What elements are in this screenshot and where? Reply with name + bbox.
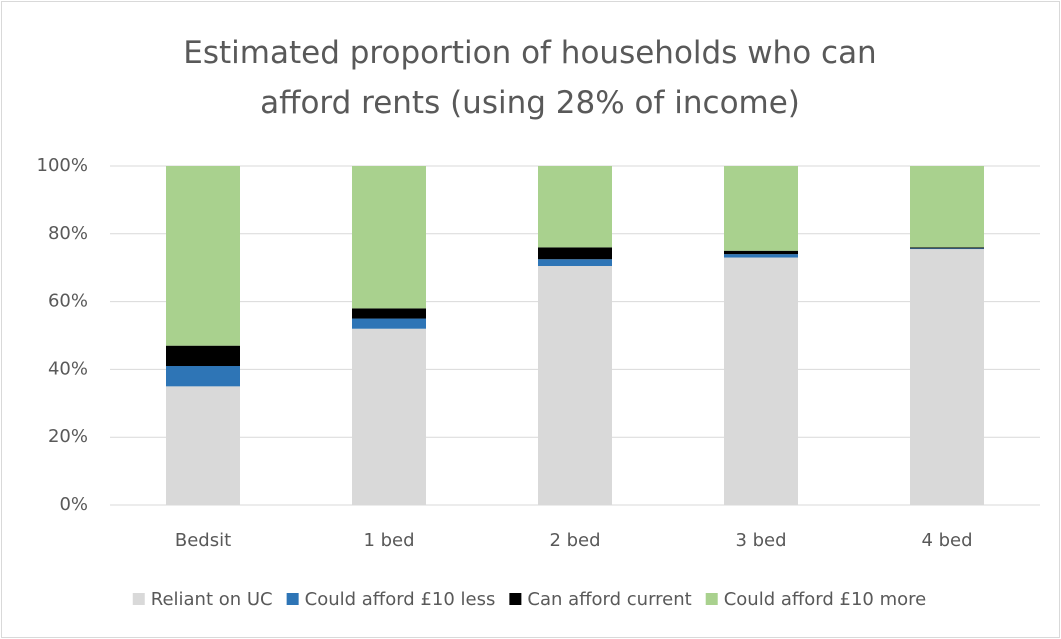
legend-swatch — [132, 593, 145, 605]
bar-segment — [724, 250, 798, 255]
y-tick-label: 100% — [37, 155, 88, 176]
bar-segment — [538, 259, 612, 267]
y-tick-label: 40% — [48, 358, 88, 379]
y-tick-label: 20% — [48, 426, 88, 447]
bar-segment — [352, 308, 426, 319]
bar-segment — [910, 249, 984, 505]
x-tick-label: 2 bed — [549, 530, 600, 551]
bar-segment — [724, 257, 798, 505]
y-tick-label: 0% — [59, 494, 88, 515]
bar-segment — [352, 166, 426, 309]
x-tick-label: 3 bed — [735, 530, 786, 551]
legend-label: Reliant on UC — [151, 589, 273, 610]
bar-segment — [352, 328, 426, 505]
x-tick-label: 4 bed — [921, 530, 972, 551]
y-tick-label: 80% — [48, 223, 88, 244]
bar-segment — [910, 166, 984, 248]
bar-segment — [910, 247, 984, 249]
x-tick-label: Bedsit — [175, 530, 231, 551]
bar-segment — [538, 247, 612, 260]
legend-swatch — [286, 593, 299, 605]
legend-swatch — [509, 593, 522, 605]
y-tick-label: 60% — [48, 291, 88, 312]
legend-label: Could afford £10 more — [724, 589, 927, 610]
bar-segment — [724, 166, 798, 251]
bar-segment — [724, 254, 798, 258]
bar-segment — [166, 166, 240, 346]
legend-label: Could afford £10 less — [305, 589, 496, 610]
bar-segment — [166, 366, 240, 387]
bar-segment — [538, 266, 612, 505]
bar-segment — [166, 345, 240, 367]
bar-segment — [910, 248, 984, 250]
bar-segment — [538, 166, 612, 248]
legend-label: Can afford current — [527, 589, 691, 610]
legend-swatch — [705, 593, 718, 605]
bar-segment — [166, 386, 240, 505]
bar-segment — [352, 318, 426, 329]
chart-title: Estimated proportion of households who c… — [183, 35, 877, 121]
x-tick-label: 1 bed — [363, 530, 414, 551]
